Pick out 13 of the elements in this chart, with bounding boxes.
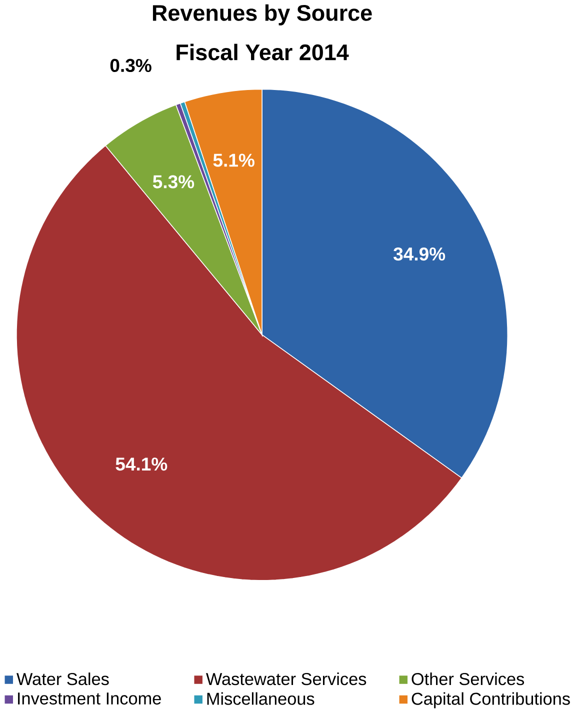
legend-label: Miscellaneous <box>207 692 314 705</box>
legend-label: Investment Income <box>18 692 161 705</box>
data-label: 0.3% <box>110 58 152 72</box>
data-label: 5.3% <box>152 175 194 188</box>
legend-label: Wastewater Services <box>206 672 366 686</box>
data-label: 34.9% <box>393 247 446 261</box>
legend-label: Other Services <box>412 672 524 686</box>
legend-label: Capital Contributions <box>412 692 570 708</box>
data-label: 5.1% <box>213 154 254 167</box>
data-label: 54.1% <box>116 458 168 471</box>
legend-label: Water Sales <box>16 672 109 686</box>
chart-title: Revenues by Source <box>152 4 372 26</box>
chart-subtitle: Fiscal Year 2014 <box>176 44 349 60</box>
